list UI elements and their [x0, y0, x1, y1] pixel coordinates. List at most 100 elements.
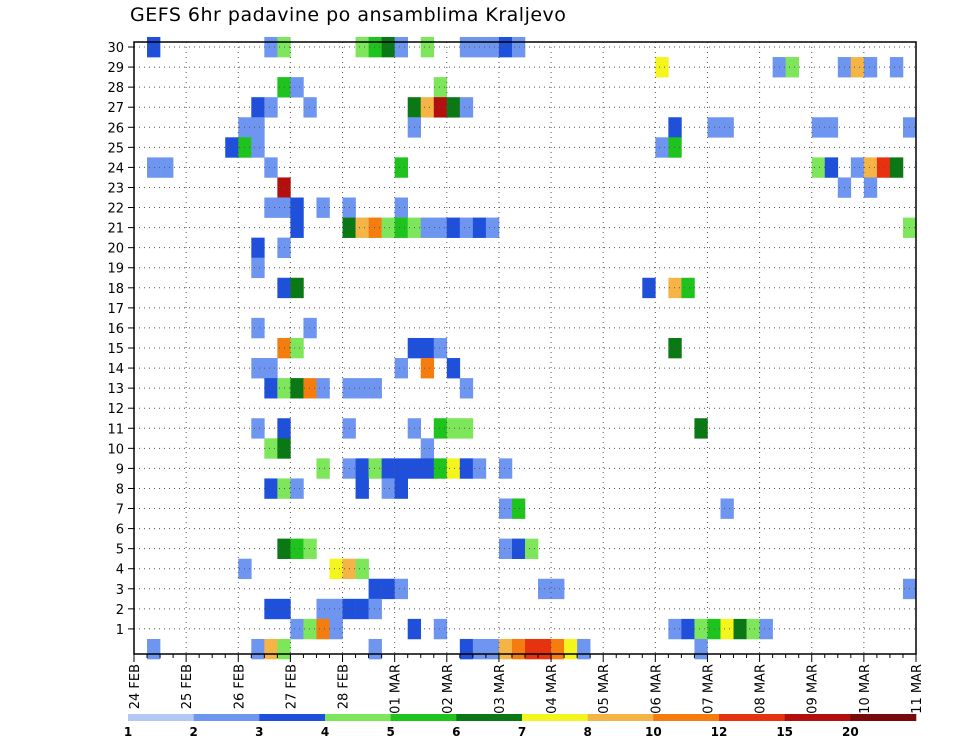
colorbar-label: 10	[645, 725, 662, 739]
heatmap-cell	[394, 578, 408, 600]
heatmap-cell	[394, 36, 408, 58]
heatmap-cell	[811, 157, 826, 178]
heatmap-cell	[355, 458, 369, 479]
heatmap-cell	[420, 438, 435, 459]
heatmap-cell	[889, 157, 904, 178]
heatmap-cell	[251, 257, 265, 279]
heatmap-cell	[485, 217, 500, 238]
heatmap-cell	[420, 36, 435, 58]
heatmap-cell	[264, 638, 278, 660]
x-tick-label: 26 FEB	[232, 664, 247, 709]
heatmap-cell	[668, 137, 682, 158]
heatmap-cell	[525, 538, 539, 559]
y-tick-label: 5	[116, 543, 124, 558]
heatmap-cell	[394, 217, 408, 238]
colorbar-label: 20	[842, 725, 859, 739]
heatmap-cell	[420, 97, 435, 118]
heatmap-cell	[420, 458, 435, 479]
heatmap-cell	[498, 36, 513, 58]
heatmap-cell	[264, 97, 278, 118]
heatmap-cell	[394, 458, 408, 479]
heatmap-cell	[720, 618, 734, 640]
heatmap-cell	[381, 458, 395, 479]
y-tick-label: 30	[107, 41, 124, 56]
heatmap-cell	[681, 277, 695, 299]
heatmap-cell	[446, 97, 461, 118]
colorbar-label: 3	[255, 725, 263, 739]
heatmap-cell	[681, 618, 695, 640]
y-tick-label: 11	[107, 422, 124, 437]
y-tick-label: 21	[107, 222, 124, 237]
x-tick-label: 04 MAR	[545, 664, 560, 714]
heatmap-cell	[290, 337, 304, 359]
y-tick-label: 28	[107, 81, 124, 96]
heatmap-cell	[564, 638, 578, 660]
heatmap-cell	[511, 538, 526, 559]
heatmap-cell	[446, 458, 461, 479]
heatmap-cell	[381, 578, 395, 600]
heatmap-cell	[303, 618, 317, 640]
heatmap-cell	[863, 57, 878, 78]
heatmap-cell	[303, 538, 317, 559]
heatmap-cell	[850, 57, 865, 78]
heatmap-cell	[355, 558, 369, 580]
heatmap-cell	[511, 498, 526, 519]
y-tick-label: 23	[107, 181, 124, 196]
y-tick-label: 29	[107, 61, 124, 76]
colorbar-label: 15	[776, 725, 793, 739]
heatmap-cell	[459, 97, 474, 118]
heatmap-cell	[290, 618, 304, 640]
y-tick-label: 8	[116, 482, 124, 497]
heatmap-cell	[303, 317, 317, 339]
y-tick-label: 25	[107, 141, 124, 156]
heatmap-cell	[694, 418, 708, 439]
colorbar-label: 4	[321, 725, 329, 739]
heatmap-cell	[433, 458, 448, 479]
y-tick-label: 1	[116, 623, 124, 638]
heatmap-cell	[290, 77, 304, 98]
heatmap-cell	[420, 358, 435, 379]
heatmap-cell	[264, 598, 278, 620]
heatmap-cell	[316, 598, 330, 620]
heatmap-cell	[446, 358, 461, 379]
x-tick-label: 25 FEB	[180, 664, 195, 709]
heatmap-cell	[850, 157, 865, 178]
heatmap-cell	[251, 237, 265, 259]
y-tick-label: 24	[107, 161, 124, 176]
heatmap-cell	[329, 618, 343, 640]
heatmap-cell	[498, 458, 513, 479]
x-tick-label: 03 MAR	[493, 664, 508, 714]
heatmap-cell	[433, 217, 448, 238]
heatmap-cell	[668, 337, 682, 359]
heatmap-cell	[446, 217, 461, 238]
colorbar-swatch	[719, 714, 785, 721]
heatmap-cell	[485, 36, 500, 58]
heatmap-cell	[498, 638, 513, 660]
x-tick-label: 28 FEB	[337, 664, 352, 709]
heatmap-cell	[511, 36, 526, 58]
heatmap-cell	[329, 598, 343, 620]
heatmap-cell	[889, 57, 904, 78]
colorbar-swatch	[522, 714, 588, 721]
heatmap-cell	[577, 638, 591, 660]
colorbar-label: 12	[711, 725, 728, 739]
heatmap-cell	[264, 157, 278, 178]
heatmap-cell	[394, 197, 408, 218]
heatmap-cell	[485, 638, 500, 660]
plot-frame	[133, 41, 917, 655]
heatmap-cell	[824, 117, 839, 138]
x-tick-label: 27 FEB	[284, 664, 299, 709]
y-tick-label: 20	[107, 242, 124, 257]
heatmap-cell	[694, 618, 708, 640]
colorbar-label: 7	[518, 725, 526, 739]
heatmap-cell	[251, 137, 265, 158]
y-tick-label: 3	[116, 583, 124, 598]
heatmap-cell	[863, 157, 878, 178]
y-tick-label: 4	[116, 563, 124, 578]
colorbar-label: 5	[386, 725, 394, 739]
heatmap-cell	[316, 197, 330, 218]
heatmap-cell	[264, 358, 278, 379]
heatmap-cell	[355, 598, 369, 620]
x-tick-label: 02 MAR	[441, 664, 456, 714]
